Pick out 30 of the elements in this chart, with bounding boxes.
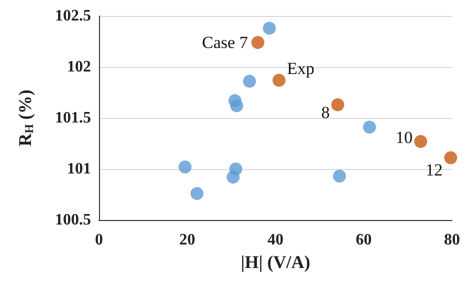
point <box>226 170 240 184</box>
point <box>272 74 286 87</box>
point <box>262 22 276 35</box>
x-tick-label: 0 <box>95 232 103 248</box>
point <box>190 186 204 200</box>
x-tick-label: 20 <box>179 232 196 248</box>
y-tick-label: 101.5 <box>55 110 91 126</box>
point <box>251 36 264 50</box>
x-tick-label: 80 <box>444 232 460 248</box>
y-tick-label: 102.5 <box>55 8 91 24</box>
x-tick-label: 40 <box>268 232 284 248</box>
y-tick-label: 100.5 <box>55 212 91 228</box>
annotation: 12 <box>426 160 443 180</box>
annotation: Case 7 <box>202 33 248 52</box>
point <box>414 134 428 148</box>
point <box>332 170 346 183</box>
point <box>178 160 192 174</box>
y-tick-label: 101 <box>67 160 91 178</box>
annotation: 8 <box>321 103 330 122</box>
annotation: 10 <box>396 128 413 147</box>
x-tick-label: 60 <box>356 232 372 248</box>
point <box>331 98 344 112</box>
y-axis-title: RH (%) <box>15 90 36 146</box>
point <box>242 74 256 88</box>
y-tick-label: 102 <box>67 58 91 76</box>
point <box>230 99 244 112</box>
annotation: Exp <box>287 58 314 78</box>
point <box>444 151 458 164</box>
point <box>363 120 376 134</box>
x-axis-title: |H| (V/A) <box>240 252 310 272</box>
